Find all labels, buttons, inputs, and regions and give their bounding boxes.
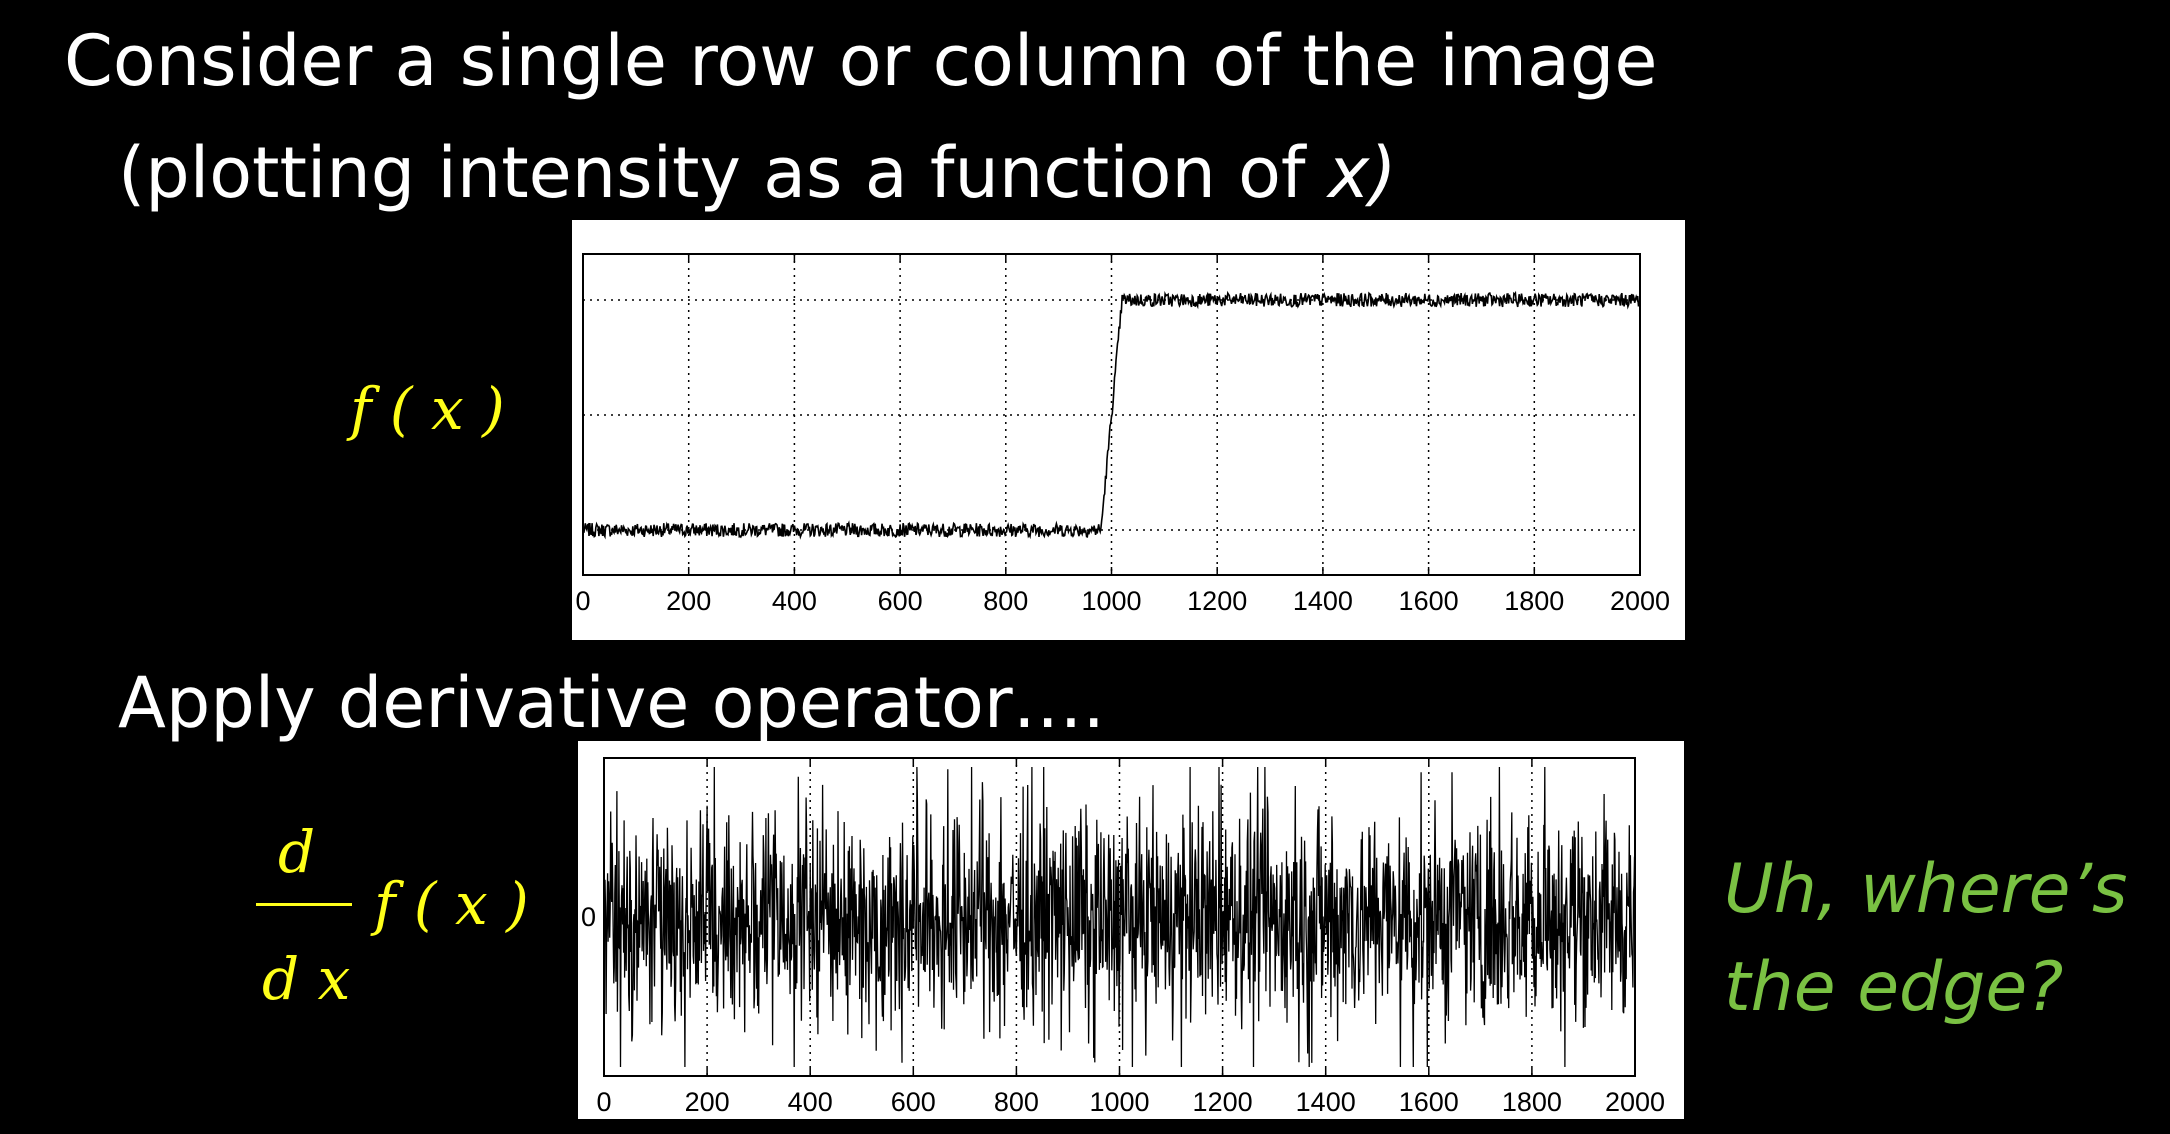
equation-fx: f ( x )	[350, 375, 505, 443]
heading-line2: (plotting intensity as a function of x)	[118, 132, 1397, 214]
x-tick-label: 1600	[1399, 586, 1459, 616]
x-tick-label: 1400	[1293, 586, 1353, 616]
x-tick-label: 600	[891, 1087, 936, 1117]
derivative-plot: 0 200 400 600 800 1000 1200 1400 1600 1800 2000 0	[578, 741, 1684, 1119]
equation-d-numerator: d	[278, 818, 316, 886]
plot-frame	[582, 253, 1641, 576]
note-line2: the edge?	[1724, 948, 2064, 1027]
data-series-line	[603, 766, 1636, 1068]
x-tick-label: 2000	[1605, 1087, 1665, 1117]
x-tick-label: 400	[772, 586, 817, 616]
x-tick-label: 1200	[1193, 1087, 1253, 1117]
x-tick-label: 0	[596, 1087, 611, 1117]
x-tick-label: 800	[994, 1087, 1039, 1117]
plot-frame	[603, 757, 1636, 1077]
x-tick-label: 400	[788, 1087, 833, 1117]
x-tick-label: 200	[685, 1087, 730, 1117]
x-tick-label: 200	[666, 586, 711, 616]
equation-d-denominator: d x	[262, 945, 351, 1013]
heading-line1: Consider a single row or column of the i…	[64, 20, 1658, 102]
x-tick-label: 2000	[1610, 586, 1670, 616]
heading-line2-text: (plotting intensity as a function of	[118, 132, 1328, 214]
x-tick-label: 0	[575, 586, 590, 616]
y-tick-label: 0	[581, 902, 596, 932]
data-series-line	[582, 290, 1641, 540]
equation-fraction-bar	[256, 903, 352, 906]
intensity-plot: 0 200 400 600 800 1000 1200 1400 1600 1800 2000	[572, 220, 1685, 640]
heading-line2-x: x)	[1327, 132, 1397, 214]
x-tick-label: 1800	[1504, 586, 1564, 616]
x-tick-label: 1000	[1089, 1087, 1149, 1117]
x-tick-label: 600	[878, 586, 923, 616]
x-tick-label: 1400	[1296, 1087, 1356, 1117]
note-line1: Uh, where’s	[1724, 850, 2128, 929]
x-tick-label: 1600	[1399, 1087, 1459, 1117]
x-tick-label: 1800	[1502, 1087, 1562, 1117]
x-tick-label: 1200	[1187, 586, 1247, 616]
equation-derivative-fx: f ( x )	[374, 870, 529, 938]
x-tick-label: 800	[983, 586, 1028, 616]
x-tick-label: 1000	[1081, 586, 1141, 616]
heading-line3: Apply derivative operator….	[118, 662, 1105, 744]
